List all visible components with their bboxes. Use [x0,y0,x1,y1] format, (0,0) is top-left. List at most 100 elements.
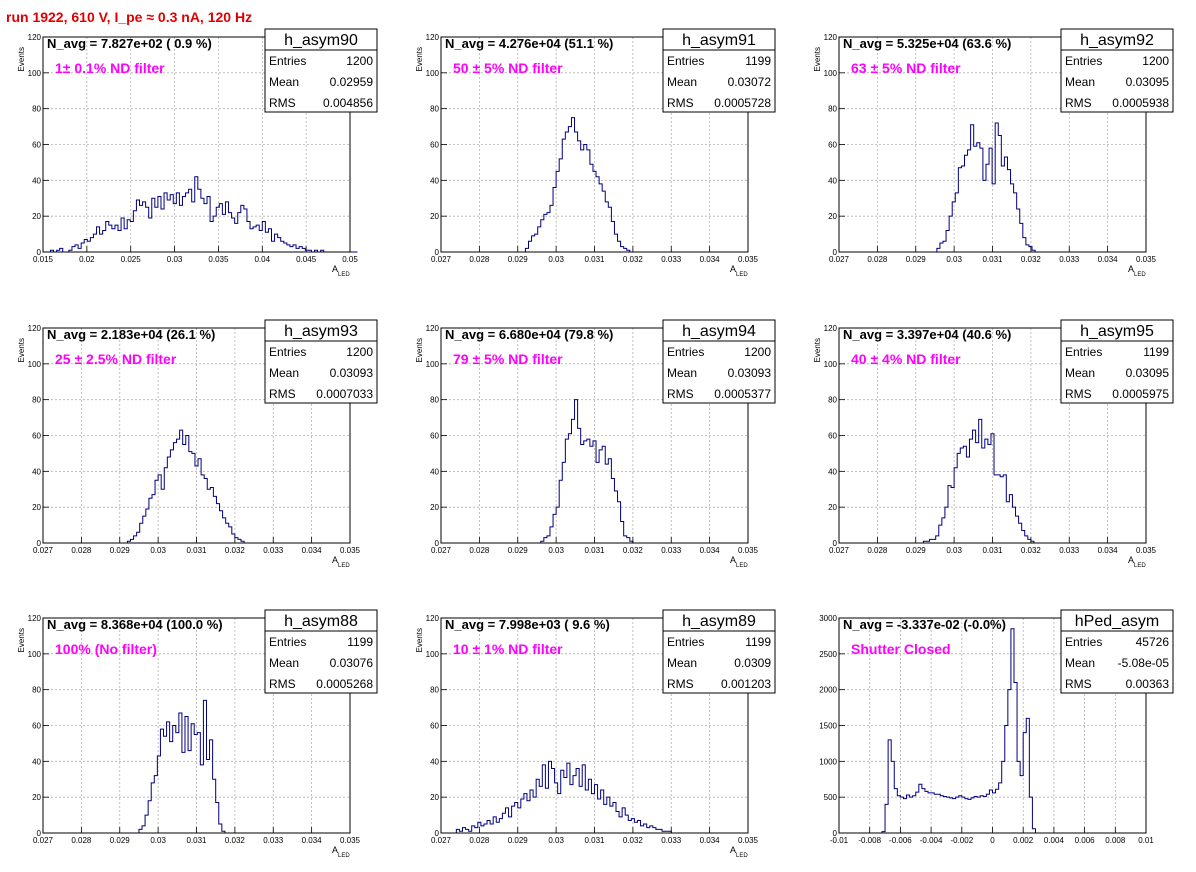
y-tick-label: 40 [828,467,837,476]
x-tick-label: 0.033 [1059,546,1080,555]
filter-annotation: 10 ± 1% ND filter [453,641,563,657]
x-tick-label: 0.03 [548,836,564,845]
stats-value-entries: 1200 [346,345,373,359]
stats-value-mean: 0.03095 [1126,75,1170,89]
histogram-name: h_asym90 [284,32,358,49]
y-tick-label: 20 [32,503,41,512]
x-tick-label: 0.031 [584,255,605,264]
x-tick-label: -0.004 [920,836,943,845]
y-tick-label: 60 [828,432,837,441]
x-tick-label: 0.035 [738,255,759,264]
stats-box-frame [662,319,776,404]
x-axis-label-subscript: LED [736,272,748,278]
x-tick-label: 0.034 [700,546,721,555]
y-tick-label: 100 [28,69,42,78]
y-tick-label: 60 [32,141,41,150]
histogram-panel-h_asym89: 0.027 0.028 0.029 0.03 0.031 0.032 0.033 0.034 0… [415,609,776,859]
y-axis-label: Events [813,338,822,362]
x-tick-label: 0.035 [340,546,361,555]
stats-value-rms: 0.0007033 [316,387,373,401]
histogram-name: h_asym94 [682,323,756,340]
histogram-line-h_asym89 [455,760,672,833]
x-tick-label: 0.029 [110,836,131,845]
stats-value-rms: 0.0005975 [1112,387,1169,401]
histogram-line-h_asym95 [922,418,1035,543]
histogram-name: h_asym91 [682,32,756,49]
x-tick-label: 0.034 [302,546,323,555]
y-tick-label: 80 [32,686,41,695]
histogram-panel-h_asym92: 0.027 0.028 0.029 0.03 0.031 0.032 0.033 0.034 0… [813,28,1174,278]
x-tick-label: 0.045 [296,255,317,264]
y-tick-label: 100 [824,69,838,78]
x-tick-label: 0.033 [661,255,682,264]
x-tick-label: 0.035 [738,836,759,845]
stats-key-mean: Mean [269,75,299,89]
stats-key-entries: Entries [269,345,306,359]
stats-box: hPed_asym Entries 45726 Mean -5.08e-05 RMS 0.0… [1060,609,1174,694]
histogram-panel-h_asym94: 0.027 0.028 0.029 0.03 0.031 0.032 0.033 0.034 0… [415,319,776,569]
filter-annotation: 63 ± 5% ND filter [851,60,961,76]
x-tick-label: 0.028 [71,836,92,845]
y-tick-label: 40 [430,176,439,185]
x-tick-label: 0.008 [1105,836,1126,845]
y-tick-label: 20 [828,503,837,512]
y-tick-label: 100 [426,360,440,369]
x-axis-label: A [1128,264,1134,274]
histogram-name: hPed_asym [1075,613,1160,630]
stats-box-frame [662,28,776,113]
stats-value-entries: 1199 [1143,345,1169,359]
x-axis-label-subscript: LED [736,563,748,569]
y-tick-label: 0 [37,829,42,838]
y-tick-label: 120 [824,33,838,42]
stats-key-mean: Mean [1065,75,1095,89]
stats-value-mean: -5.08e-05 [1118,656,1170,670]
y-tick-label: 80 [828,105,837,114]
histogram-name: h_asym92 [1080,32,1154,49]
histogram-line-h_asym91 [524,117,631,252]
y-tick-label: 20 [828,212,837,221]
y-tick-label: 1500 [819,722,837,731]
x-tick-label: 0.027 [431,255,452,264]
x-tick-label: 0.035 [340,836,361,845]
x-tick-label: 0.027 [431,546,452,555]
x-axis-label: A [1128,555,1134,565]
x-tick-label: 0.032 [623,836,644,845]
histogram-line-h_asym94 [540,399,634,543]
run-title: run 1922, 610 V, I_pe ≈ 0.3 nA, 120 Hz [6,9,253,25]
stats-key-mean: Mean [667,366,697,380]
y-tick-label: 120 [426,33,440,42]
x-axis-label: A [332,555,338,565]
y-tick-label: 40 [32,467,41,476]
y-tick-label: 100 [426,69,440,78]
filter-annotation: 100% (No filter) [55,641,157,657]
y-axis-label: Events [17,338,26,362]
stats-value-mean: 0.03093 [728,366,772,380]
x-tick-label: 0.029 [110,546,131,555]
x-tick-label: 0.034 [1098,255,1119,264]
x-tick-label: 0.028 [867,255,888,264]
x-tick-label: 0.031 [186,836,207,845]
stats-box: h_asym93 Entries 1200 Mean 0.03093 RMS 0.00070… [264,319,378,404]
stats-value-mean: 0.0309 [734,656,771,670]
filter-annotation: 25 ± 2.5% ND filter [55,351,177,367]
navg-label: N_avg = 3.397e+04 (40.6 %) [843,327,1011,342]
y-tick-label: 0 [435,829,440,838]
y-tick-label: 80 [430,686,439,695]
y-tick-label: 80 [32,396,41,405]
stats-value-entries: 1200 [744,345,771,359]
stats-key-mean: Mean [269,656,299,670]
histogram-line-h_asym90 [47,176,358,253]
stats-key-mean: Mean [1065,366,1095,380]
histogram-line-hPed_asym [881,628,1036,833]
y-tick-label: 80 [430,105,439,114]
x-tick-label: 0.03 [150,546,166,555]
stats-key-rms: RMS [667,677,694,691]
stats-value-mean: 0.02959 [330,75,374,89]
x-tick-label: 0.03 [548,546,564,555]
histogram-panel-h_asym93: 0.027 0.028 0.029 0.03 0.031 0.032 0.033 0.034 0… [17,319,378,569]
stats-box: h_asym91 Entries 1199 Mean 0.03072 RMS 0.00057… [662,28,776,113]
stats-value-entries: 1199 [347,635,373,649]
x-tick-label: 0.029 [508,836,529,845]
histogram-name: h_asym89 [682,613,756,630]
x-tick-label: -0.01 [830,836,849,845]
